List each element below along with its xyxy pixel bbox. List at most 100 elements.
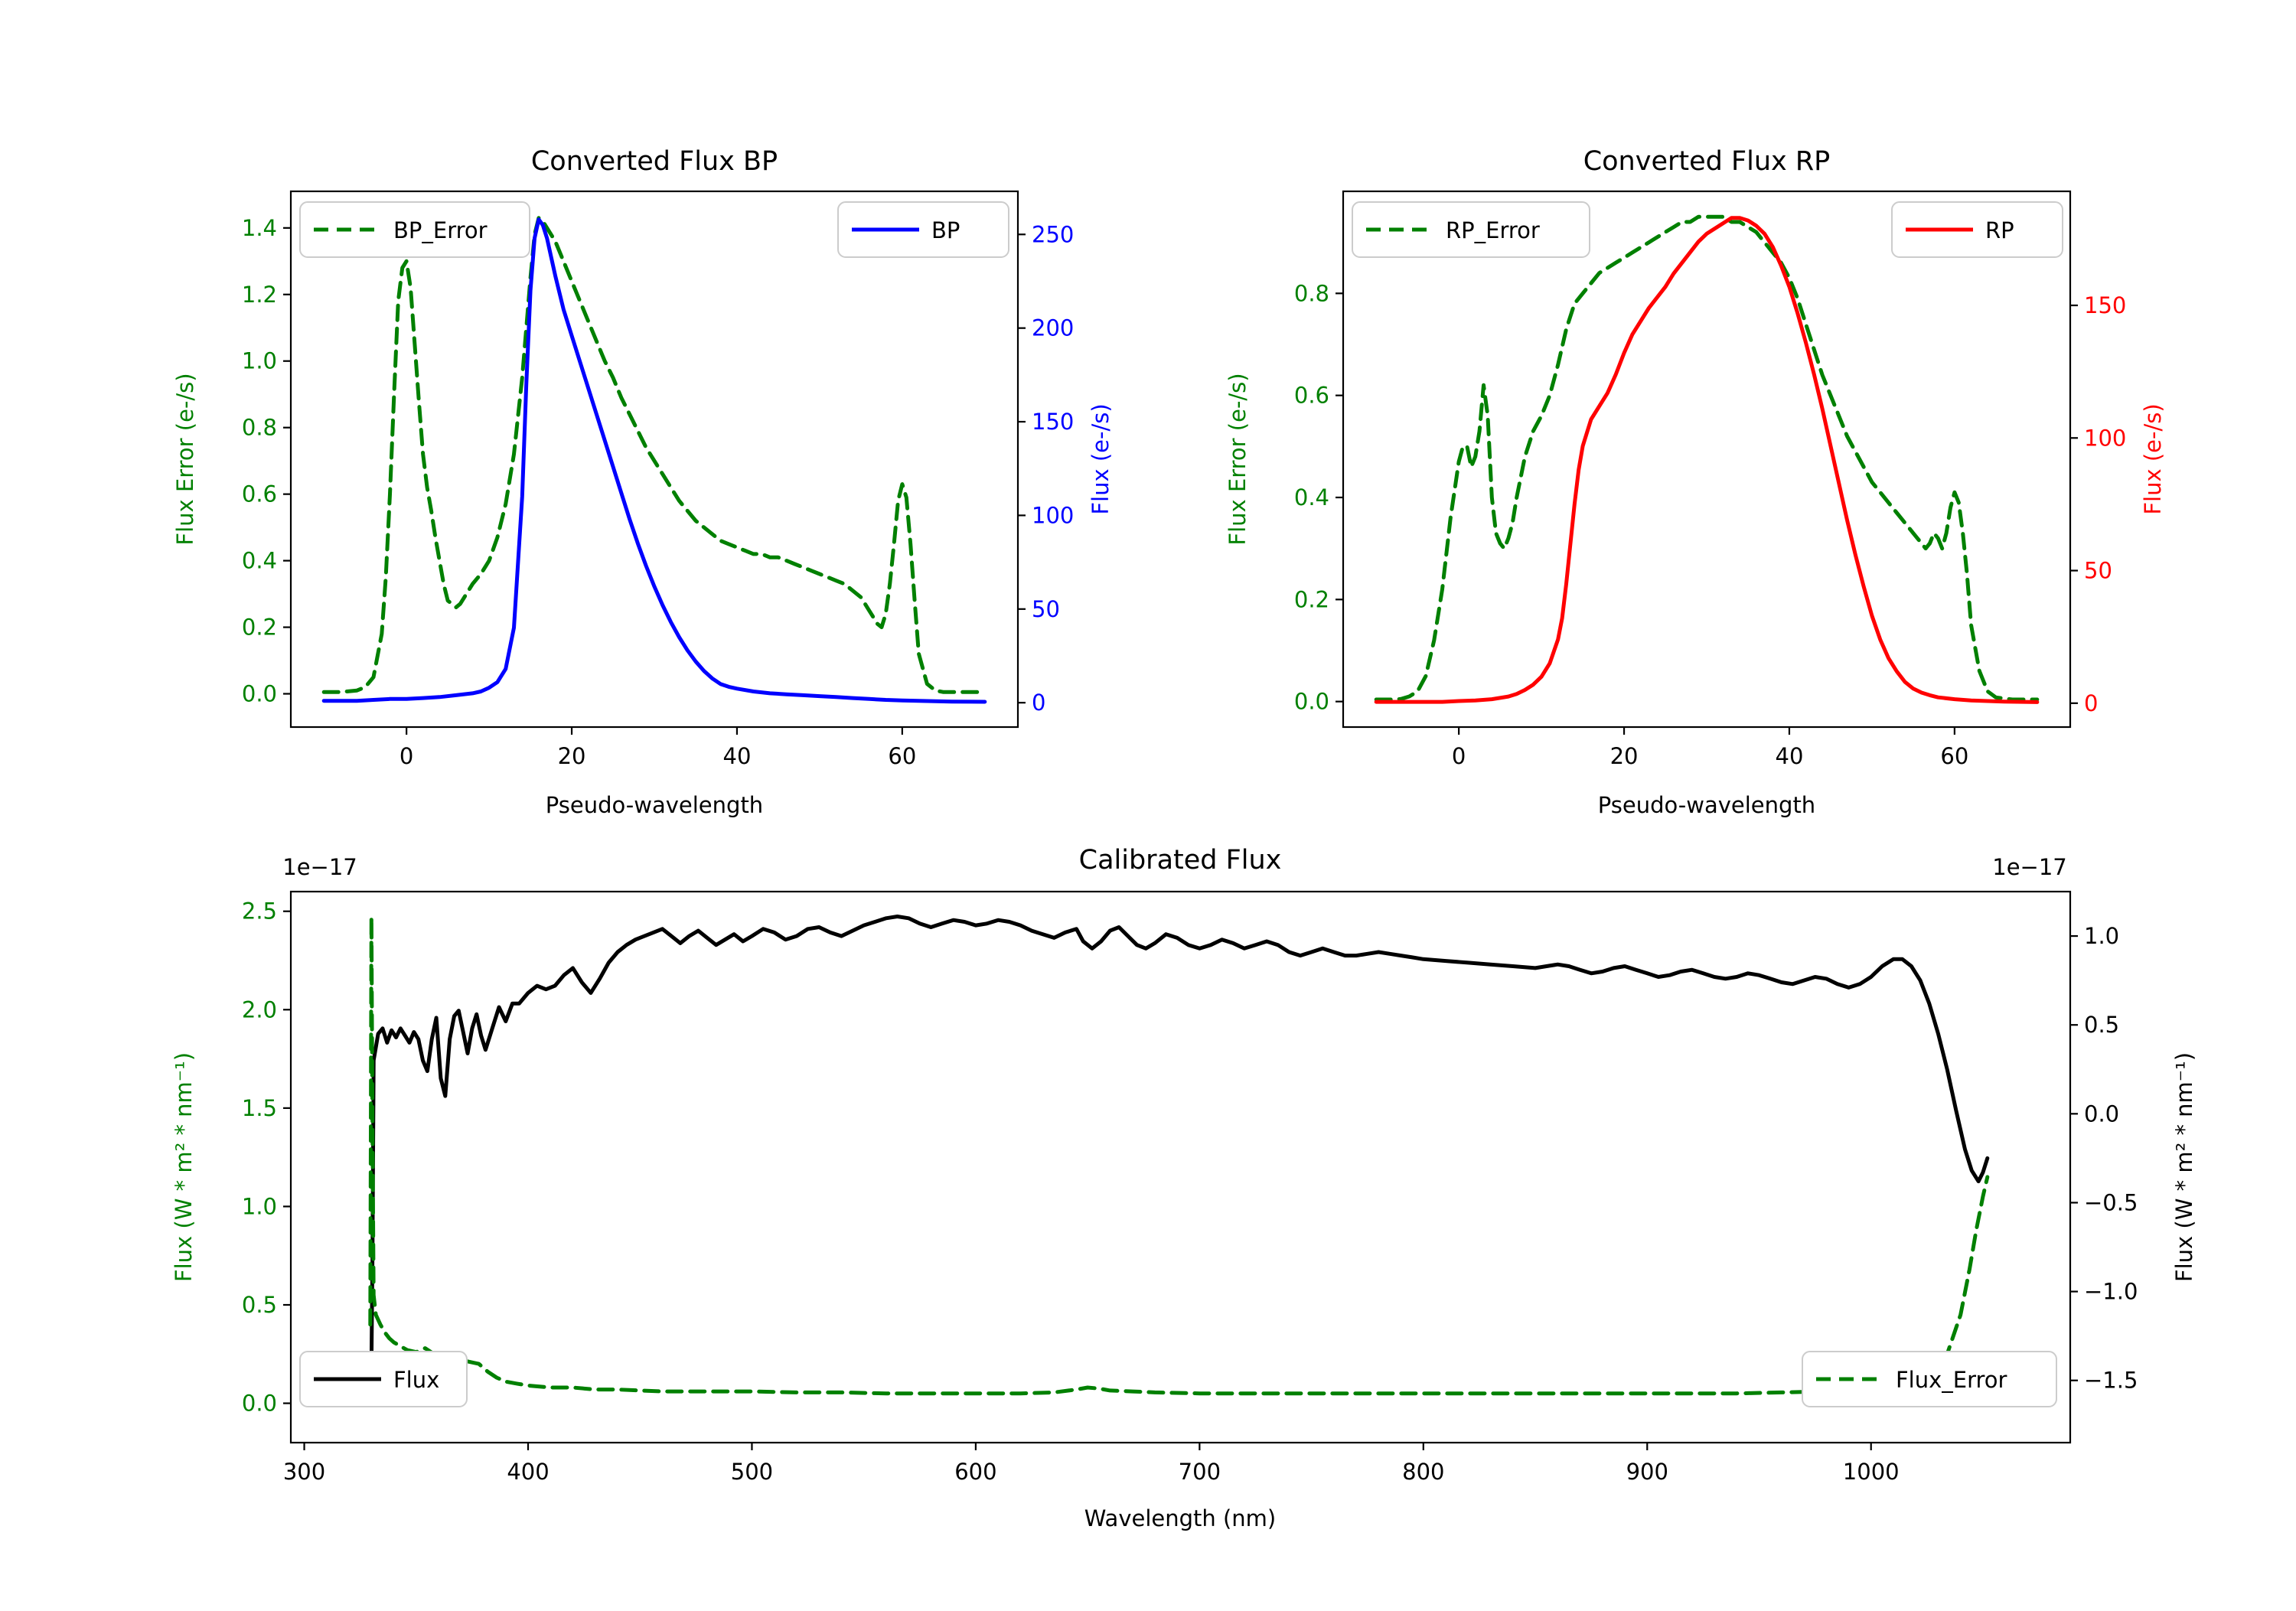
rp-ylabel-right: Flux (e-/s) [2140,403,2166,514]
y-tick-label-left: 1.0 [242,348,277,374]
y-tick-label-right: 100 [1032,502,1074,528]
legend-frame [1802,1351,2057,1407]
x-tick-label: 800 [1402,1459,1444,1485]
x-tick-label: 60 [888,743,916,769]
plot-frame [1342,190,2072,729]
rp-xlabel: Pseudo-wavelength [1598,792,1815,818]
calibrated-ylabel-right: Flux (W * m² * nm⁻¹) [2171,1052,2197,1282]
y-tick-label-right: 250 [1032,221,1074,247]
rp-error-legend-label: RP_Error [1446,217,1540,243]
plot-frame [289,190,1019,729]
x-tick-label: 0 [400,743,413,769]
rp-title: Converted Flux RP [1583,146,1831,177]
y-tick-label-left: 0.5 [242,1292,277,1318]
y-tick-label-right: 0 [1032,690,1045,716]
y-tick-label-left: 0.8 [1294,280,1329,306]
flux-error-line [368,915,1990,1396]
rp-error-legend: RP_Error [1352,201,1590,258]
legend-frame [1891,201,2063,258]
bp-error-legend: BP_Error [299,201,530,258]
bp-legend: BP [837,201,1009,258]
legend-frame [837,201,1009,258]
x-tick-label: 20 [558,743,586,769]
y-tick-label-left: 2.5 [242,898,277,925]
y-tick-label-right: 150 [2084,292,2126,318]
y-tick-label-left: 2.0 [242,996,277,1022]
bp-ylabel-left: Flux Error (e-/s) [172,373,198,545]
rp-legend-label: RP [1985,217,2014,243]
y-tick-label-right: 50 [2084,558,2112,584]
flux-error-legend: Flux_Error [1802,1351,2057,1407]
y-tick-label-left: 0.0 [1294,689,1329,715]
x-tick-label: 40 [723,743,752,769]
rp-plot-area: 0 20 40 60 0.0 0.2 0.4 0.6 0.8 0 50 100 150 [1294,190,2126,769]
y-tick-label-right: −1.0 [2084,1279,2138,1305]
y-tick-label-right: 1.0 [2084,923,2119,949]
y-tick-label-left: 0.6 [242,481,277,507]
x-tick-label: 500 [731,1459,773,1485]
rp-ylabel-left: Flux Error (e-/s) [1225,373,1251,545]
y-tick-label-right: 0.5 [2084,1012,2119,1038]
bp-line [321,217,987,704]
y-tick-label-right: 0.0 [2084,1101,2119,1127]
calibrated-plot-area: 300 400 500 600 700 800 900 1000 0.0 0.5 1.0 1.5 2.0… [242,890,2138,1485]
y-tick-label-left: 1.2 [242,282,277,308]
calibrated-xlabel: Wavelength (nm) [1084,1505,1277,1531]
plot-frame [289,890,2072,1444]
rp-error-line [1374,214,2040,702]
bp-title: Converted Flux BP [531,146,778,177]
x-tick-label: 900 [1626,1459,1668,1485]
x-tick-label: 400 [507,1459,549,1485]
y-tick-label-left: 1.0 [242,1193,277,1219]
bp-plot-area: 0 20 40 60 0.0 0.2 0.4 0.6 0.8 1.0 1.2 1.4 0 50 100 150… [242,190,1074,769]
y-tick-label-left: 0.2 [242,615,277,641]
x-tick-label: 0 [1452,743,1466,769]
y-tick-label-left: 1.4 [242,215,277,241]
y-tick-label-right: 200 [1032,315,1074,341]
calibrated-title: Calibrated Flux [1079,845,1282,876]
y-tick-label-left: 0.4 [242,548,277,574]
bp-legend-label: BP [931,217,960,243]
rp-legend: RP [1891,201,2063,258]
legend-frame [1352,201,1590,258]
y-tick-label-left: 0.6 [1294,383,1329,409]
subplot-bp: Converted Flux BP Pseudo-wavelength Flux… [172,146,1114,818]
bp-ylabel-right: Flux (e-/s) [1088,403,1114,514]
x-tick-label: 700 [1179,1459,1221,1485]
subplot-calibrated: Calibrated Flux Wavelength (nm) Flux (W … [171,845,2197,1531]
y-tick-label-left: 1.5 [242,1095,277,1121]
flux-legend: Flux [299,1351,468,1407]
x-tick-label: 20 [1610,743,1639,769]
bp-error-line [321,216,987,694]
flux-legend-label: Flux [393,1367,439,1393]
y-tick-label-left: 0.8 [242,415,277,441]
y-tick-label-left: 0.0 [242,681,277,707]
rp-line [1374,216,2040,704]
flux-line [369,915,1990,1368]
flux-error-legend-label: Flux_Error [1896,1367,2007,1393]
subplot-rp: Converted Flux RP Pseudo-wavelength Flux… [1225,146,2166,818]
y-tick-label-right: 0 [2084,690,2098,716]
y-tick-label-right: 150 [1032,409,1074,435]
y-tick-label-left: 0.4 [1294,484,1329,510]
x-tick-label: 300 [283,1459,325,1485]
y-tick-label-right: −0.5 [2084,1189,2138,1215]
offset-text-right: 1e−17 [1992,854,2067,880]
y-tick-label-left: 0.2 [1294,586,1329,612]
y-tick-label-right: 50 [1032,596,1060,622]
bp-error-legend-label: BP_Error [393,217,488,243]
y-tick-label-right: 100 [2084,425,2126,451]
bp-xlabel: Pseudo-wavelength [546,792,763,818]
offset-text-left: 1e−17 [282,854,357,880]
y-tick-label-right: −1.5 [2084,1368,2138,1394]
x-tick-label: 600 [954,1459,996,1485]
legend-frame [299,1351,468,1407]
x-tick-label: 40 [1776,743,1804,769]
calibrated-ylabel-left: Flux (W * m² * nm⁻¹) [171,1052,197,1282]
y-tick-label-left: 0.0 [242,1391,277,1417]
x-tick-label: 1000 [1843,1459,1900,1485]
x-tick-label: 60 [1940,743,1968,769]
